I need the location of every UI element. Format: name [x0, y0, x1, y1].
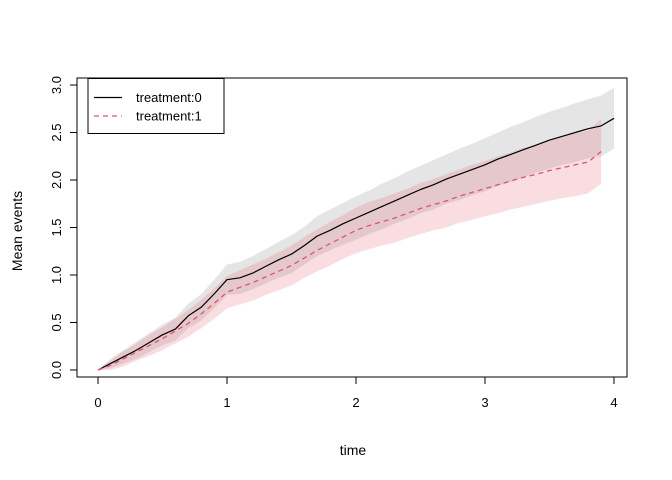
legend: treatment:0 treatment:1 — [87, 78, 225, 134]
y-tick-label: 3.0 — [49, 76, 64, 94]
legend-label-treatment0: treatment:0 — [136, 90, 202, 105]
x-tick-label: 0 — [94, 395, 101, 410]
confidence-band-treatment1 — [98, 119, 602, 370]
x-tick-label: 2 — [352, 395, 359, 410]
y-tick-label: 2.0 — [49, 171, 64, 189]
mean-curve-treatment1 — [97, 150, 602, 371]
legend-label-treatment1: treatment:1 — [136, 109, 202, 124]
y-tick-label: 0.0 — [49, 361, 64, 379]
x-axis-title: time — [340, 442, 367, 458]
legend-box — [87, 78, 225, 134]
confidence-bands-layer — [98, 87, 614, 371]
x-axis: 0 1 2 3 4 — [94, 377, 618, 410]
confidence-band-treatment0 — [98, 87, 614, 371]
y-tick-label: 1.0 — [49, 266, 64, 284]
mean-curves-layer — [97, 117, 615, 371]
x-tick-label: 1 — [223, 395, 230, 410]
y-tick-label: 2.5 — [49, 123, 64, 141]
y-axis: 0.0 0.5 1.0 1.5 2.0 2.5 3.0 — [49, 76, 77, 379]
y-tick-label: 0.5 — [49, 313, 64, 331]
mean-curve-treatment0 — [97, 117, 615, 371]
y-axis-title: Mean events — [9, 191, 25, 271]
y-tick-label: 1.5 — [49, 218, 64, 236]
x-tick-label: 4 — [610, 395, 617, 410]
x-tick-label: 3 — [481, 395, 488, 410]
